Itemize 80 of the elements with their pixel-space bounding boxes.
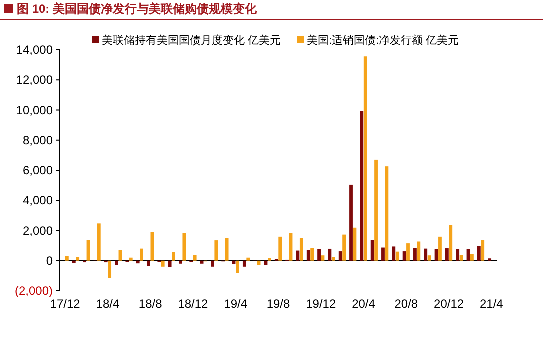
bar (470, 254, 474, 261)
legend-label: 美联储持有美国国债月度变化 亿美元 (102, 34, 282, 47)
bar (414, 248, 417, 261)
bar (136, 260, 140, 264)
x-tick-label: 17/12 (50, 297, 81, 311)
bar (428, 256, 432, 261)
bar (460, 255, 464, 261)
bar (364, 56, 368, 261)
bar (268, 258, 272, 261)
bar (374, 160, 378, 261)
y-tick-label: 12,000 (16, 73, 54, 88)
x-tick-label: 20/4 (352, 297, 376, 311)
bar (318, 249, 321, 261)
bar (193, 255, 197, 261)
bar (350, 184, 353, 261)
x-tick-label: 19/8 (266, 297, 290, 311)
bar (370, 240, 374, 261)
y-tick-label: 6,000 (22, 164, 54, 178)
x-tick-label: 18/4 (96, 297, 120, 311)
bar (161, 260, 165, 267)
bar (481, 240, 485, 261)
bar (129, 258, 133, 261)
bar (477, 246, 481, 261)
bar (456, 249, 460, 261)
bar (445, 248, 449, 261)
bar (360, 111, 364, 261)
bar (392, 246, 396, 261)
bar (338, 252, 342, 261)
bar (65, 256, 69, 261)
x-tick-label: 19/4 (224, 297, 248, 311)
y-tick-label: 14,000 (16, 43, 54, 57)
bar (246, 258, 250, 261)
bar (115, 260, 118, 266)
x-tick-label: 19/12 (306, 297, 336, 311)
x-tick-label: 20/8 (394, 297, 418, 311)
y-tick-label: 2,000 (22, 224, 54, 238)
bar (438, 236, 442, 261)
x-tick-label: 21/4 (480, 297, 504, 311)
y-tick-label: 4,000 (22, 194, 54, 208)
bar (385, 166, 389, 261)
bar (382, 248, 385, 261)
bar (321, 256, 325, 261)
bar (140, 248, 144, 261)
chart-title: 图 10: 美国国债净发行与美联储购债规模变化 (17, 2, 258, 16)
bar (278, 236, 282, 261)
y-tick-label: 10,000 (16, 103, 54, 118)
bar (236, 260, 240, 274)
bar (211, 260, 214, 267)
bar (147, 260, 150, 266)
bar (402, 252, 406, 261)
legend-label: 美国:适销国债:净发行额 亿美元 (307, 34, 460, 47)
y-tick-label: (2,000) (14, 284, 53, 298)
bar (406, 244, 410, 261)
bar (396, 252, 400, 261)
bar (342, 234, 346, 261)
bar (76, 257, 80, 261)
x-tick-label: 20/12 (434, 297, 464, 311)
bar (328, 248, 332, 261)
bar (150, 232, 154, 261)
bar (168, 260, 172, 268)
bar (172, 252, 176, 261)
bar (424, 248, 428, 261)
y-tick-label: 8,000 (22, 133, 54, 148)
bar (72, 260, 76, 264)
bar (310, 248, 314, 261)
bar (182, 233, 186, 261)
bar (108, 260, 112, 278)
bar (242, 260, 246, 267)
x-tick-label: 18/12 (178, 297, 209, 311)
bar (449, 225, 453, 261)
bar (306, 250, 310, 261)
y-tick-label: 0 (46, 254, 54, 268)
bar (179, 260, 182, 264)
bar (332, 257, 336, 261)
bar (417, 242, 421, 261)
bar (225, 238, 229, 261)
bar (300, 238, 304, 261)
bar (214, 240, 218, 261)
x-tick-label: 18/8 (138, 297, 163, 311)
bar (97, 224, 101, 261)
